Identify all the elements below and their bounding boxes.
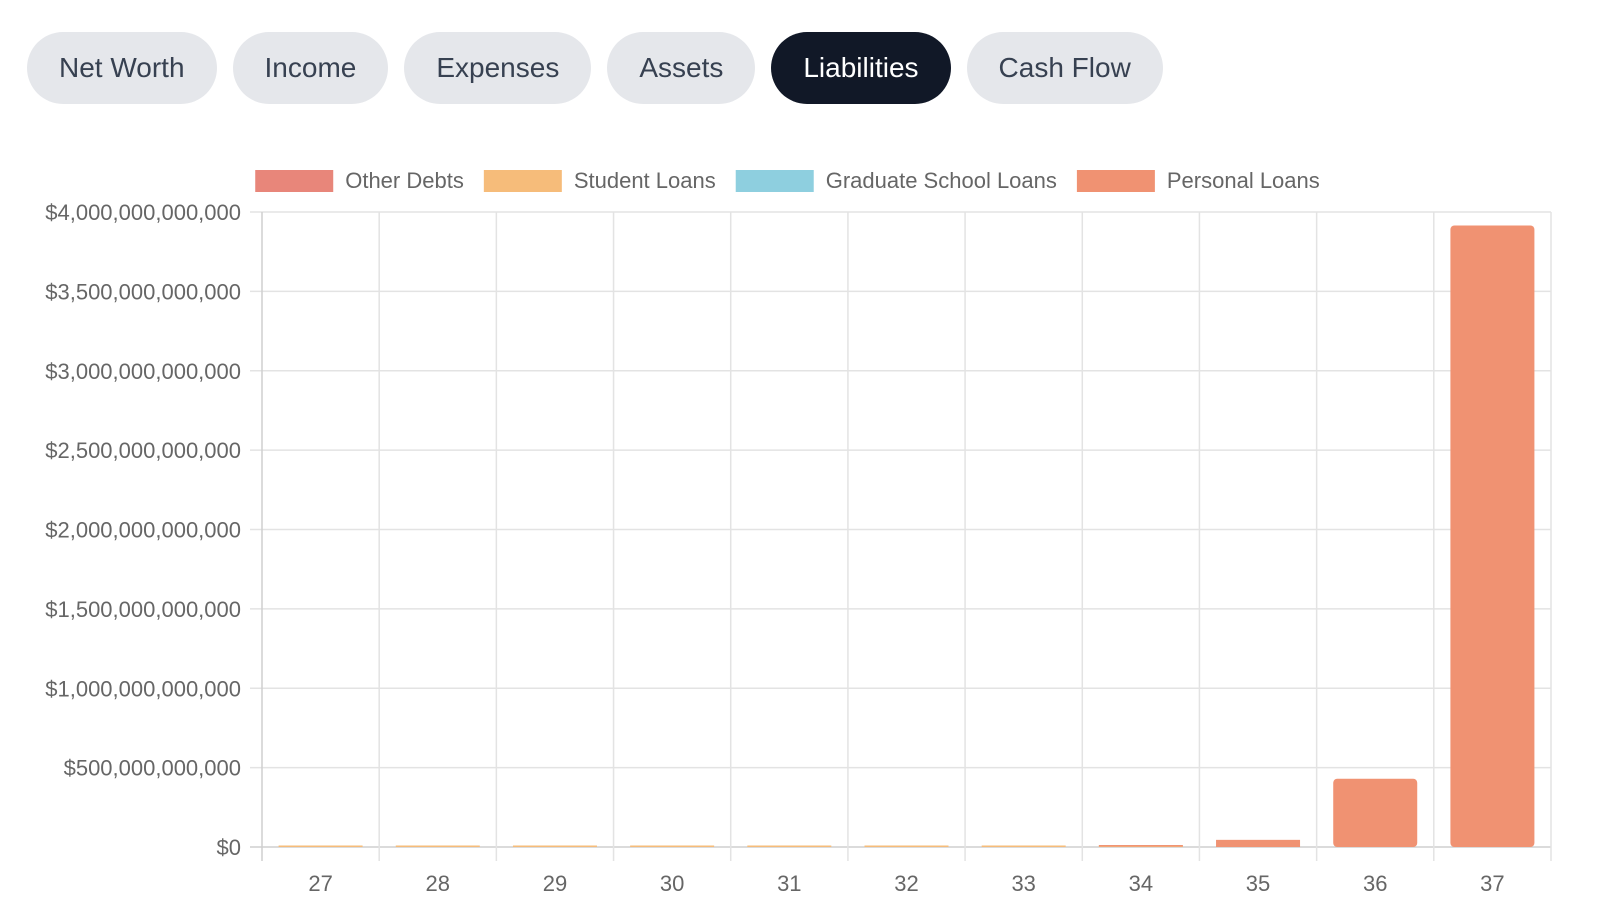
y-tick-label: $500,000,000,000 [64,756,241,781]
legend-swatch-other-debts [255,170,334,192]
bar-personal-loans [1333,778,1418,847]
bar-student-loans [747,845,832,847]
tab-liabilities[interactable]: Liabilities [771,32,951,104]
x-tick-label: 33 [1011,871,1035,896]
y-tick-label: $2,000,000,000,000 [45,518,241,543]
bar-personal-loans [1450,225,1535,847]
legend-label-graduate-school-loans: Graduate School Loans [826,168,1057,193]
x-tick-label: 34 [1129,871,1153,896]
x-tick-label: 27 [308,871,332,896]
legend-label-personal-loans: Personal Loans [1167,168,1320,193]
legend-label-student-loans: Student Loans [574,168,716,193]
legend-label-other-debts: Other Debts [345,168,464,193]
bar-student-loans [512,845,597,847]
tab-assets[interactable]: Assets [607,32,756,104]
bar-personal-loans [1098,845,1183,847]
bar-student-loans [278,845,363,847]
report-tabs: Net Worth Income Expenses Assets Liabili… [27,32,1163,104]
x-tick-label: 36 [1363,871,1387,896]
x-tick-label: 30 [660,871,684,896]
x-tick-label: 32 [894,871,918,896]
tab-expenses[interactable]: Expenses [404,32,592,104]
bar-student-loans [981,845,1066,847]
legend-swatch-personal-loans [1076,170,1155,192]
liabilities-chart: $0 $500,000,000,000 $1,000,000,000,000 $1,5… [45,168,1552,896]
bar-student-loans [864,845,949,847]
y-tick-label: $4,000,000,000,000 [45,200,241,225]
y-tick-label: $3,000,000,000,000 [45,359,241,384]
x-tick-label: 28 [426,871,450,896]
x-tick-label: 31 [777,871,801,896]
y-tick-label: $2,500,000,000,000 [45,438,241,463]
bar-student-loans [630,845,715,847]
y-tick-label: $0 [217,835,241,860]
tab-cash-flow[interactable]: Cash Flow [966,32,1163,104]
legend-swatch-graduate-school-loans [735,170,814,192]
y-tick-label: $1,000,000,000,000 [45,676,241,701]
tab-net-worth[interactable]: Net Worth [27,32,217,104]
x-tick-label: 35 [1246,871,1270,896]
bar-personal-loans [1216,839,1301,847]
y-tick-label: $3,500,000,000,000 [45,279,241,304]
bar-student-loans [395,845,480,847]
x-tick-label: 29 [543,871,567,896]
tab-income[interactable]: Income [232,32,389,104]
x-tick-label: 37 [1480,871,1504,896]
legend-swatch-student-loans [483,170,562,192]
y-tick-label: $1,500,000,000,000 [45,597,241,622]
